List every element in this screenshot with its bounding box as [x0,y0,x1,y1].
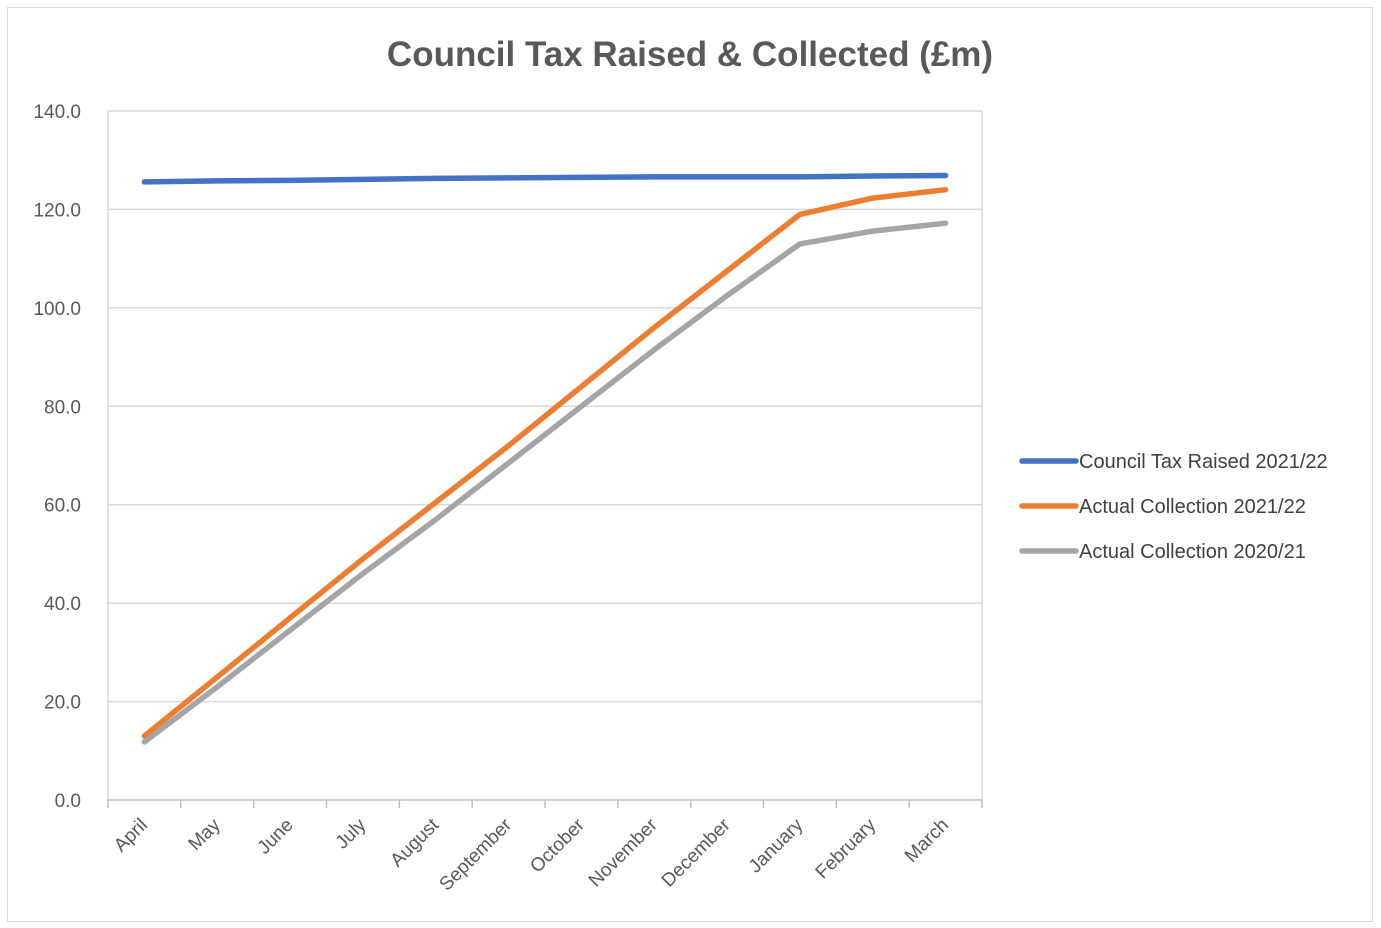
x-tick-label: February [812,814,881,883]
x-tick-label: January [745,814,808,877]
x-tick-label: May [185,814,226,855]
x-tick-label: July [332,814,371,853]
y-tick-label: 40.0 [44,594,81,615]
y-tick-label: 120.0 [33,200,81,221]
legend: Council Tax Raised 2021/22 Actual Collect… [1019,451,1328,563]
x-tick-label: August [387,814,444,871]
series-line-1 [141,172,949,185]
chart-title: Council Tax Raised & Collected (£m) [387,35,993,74]
x-tick-label: November [585,814,662,891]
y-tick-label: 0.0 [55,791,81,812]
axes: 0.0 20.0 40.0 60.0 80.0 100.0 120.0 140.0 April M… [33,102,983,895]
legend-label-1: Council Tax Raised 2021/22 [1079,451,1328,473]
y-tick-label: 20.0 [44,693,81,714]
chart-frame [7,7,1373,922]
series-line-2 [141,186,949,739]
gridlines [108,110,982,703]
y-tick-label: 60.0 [44,496,81,517]
x-tick-label: April [110,815,152,857]
y-tick-label: 100.0 [33,299,81,320]
x-tick-label: March [901,815,953,867]
y-tick-label: 80.0 [44,397,81,418]
x-tick-label: September [436,814,517,895]
x-tick-label: October [526,814,589,877]
legend-label-2: Actual Collection 2021/22 [1079,496,1306,518]
legend-label-3: Actual Collection 2020/21 [1079,541,1306,563]
x-tick-label: December [658,814,735,891]
y-tick-label: 140.0 [33,102,81,123]
series-line-3 [141,220,949,745]
x-tick-label: June [254,815,298,859]
series-lines [141,172,949,745]
